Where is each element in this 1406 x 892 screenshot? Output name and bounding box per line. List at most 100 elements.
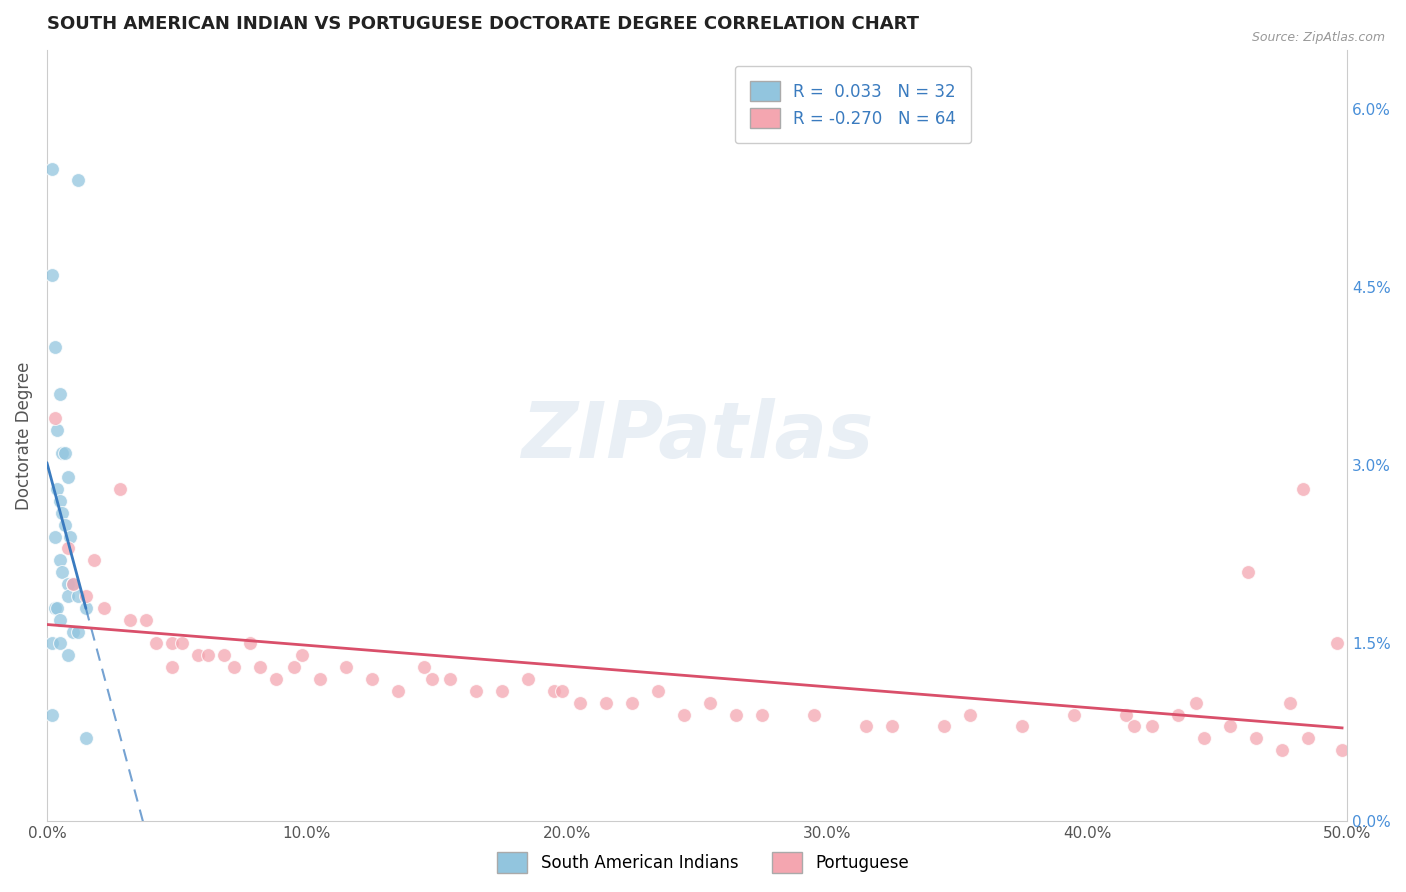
- Point: [62, 577, 84, 591]
- Point: [1140, 719, 1163, 733]
- Point: [75, 589, 97, 603]
- Point: [160, 636, 183, 650]
- Point: [46, 482, 69, 496]
- Point: [551, 684, 574, 698]
- Point: [160, 660, 183, 674]
- Point: [67, 173, 90, 187]
- Point: [224, 660, 246, 674]
- Point: [49, 613, 72, 627]
- Point: [361, 672, 384, 686]
- Point: [41, 268, 63, 283]
- Point: [44, 410, 66, 425]
- Point: [108, 482, 131, 496]
- Point: [120, 613, 142, 627]
- Point: [49, 387, 72, 401]
- Point: [41, 636, 63, 650]
- Point: [83, 553, 105, 567]
- Point: [41, 161, 63, 176]
- Point: [1219, 719, 1241, 733]
- Point: [517, 672, 540, 686]
- Point: [1244, 731, 1267, 746]
- Point: [309, 672, 332, 686]
- Point: [51, 565, 73, 579]
- Point: [75, 731, 97, 746]
- Point: [439, 672, 461, 686]
- Point: [855, 719, 877, 733]
- Point: [491, 684, 513, 698]
- Point: [249, 660, 271, 674]
- Point: [93, 600, 115, 615]
- Point: [53, 446, 76, 460]
- Point: [51, 506, 73, 520]
- Legend: South American Indians, Portuguese: South American Indians, Portuguese: [491, 846, 915, 880]
- Point: [1326, 636, 1348, 650]
- Point: [51, 446, 73, 460]
- Point: [1292, 482, 1315, 496]
- Point: [1296, 731, 1319, 746]
- Point: [673, 707, 696, 722]
- Point: [197, 648, 219, 663]
- Point: [172, 636, 194, 650]
- Point: [283, 660, 305, 674]
- Point: [291, 648, 314, 663]
- Text: SOUTH AMERICAN INDIAN VS PORTUGUESE DOCTORATE DEGREE CORRELATION CHART: SOUTH AMERICAN INDIAN VS PORTUGUESE DOCT…: [46, 15, 920, 33]
- Point: [1279, 696, 1302, 710]
- Point: [62, 577, 84, 591]
- Point: [465, 684, 488, 698]
- Y-axis label: Doctorate Degree: Doctorate Degree: [15, 361, 32, 510]
- Point: [49, 494, 72, 508]
- Point: [49, 553, 72, 567]
- Point: [56, 589, 79, 603]
- Point: [1237, 565, 1260, 579]
- Point: [56, 648, 79, 663]
- Point: [803, 707, 825, 722]
- Point: [621, 696, 644, 710]
- Point: [1192, 731, 1215, 746]
- Point: [145, 636, 167, 650]
- Point: [751, 707, 773, 722]
- Point: [67, 589, 90, 603]
- Point: [413, 660, 436, 674]
- Point: [56, 577, 79, 591]
- Point: [212, 648, 235, 663]
- Point: [44, 530, 66, 544]
- Text: Source: ZipAtlas.com: Source: ZipAtlas.com: [1251, 31, 1385, 45]
- Point: [1063, 707, 1085, 722]
- Point: [135, 613, 157, 627]
- Point: [335, 660, 357, 674]
- Point: [187, 648, 209, 663]
- Point: [1185, 696, 1208, 710]
- Point: [239, 636, 262, 650]
- Point: [647, 684, 669, 698]
- Point: [67, 624, 90, 639]
- Point: [569, 696, 592, 710]
- Point: [882, 719, 904, 733]
- Point: [46, 423, 69, 437]
- Point: [1123, 719, 1146, 733]
- Point: [46, 600, 69, 615]
- Point: [44, 340, 66, 354]
- Point: [1167, 707, 1189, 722]
- Point: [725, 707, 748, 722]
- Point: [420, 672, 443, 686]
- Point: [59, 530, 82, 544]
- Point: [699, 696, 721, 710]
- Point: [56, 541, 79, 556]
- Point: [934, 719, 956, 733]
- Point: [1331, 743, 1354, 757]
- Point: [959, 707, 981, 722]
- Point: [44, 600, 66, 615]
- Point: [387, 684, 409, 698]
- Point: [56, 470, 79, 484]
- Point: [1011, 719, 1033, 733]
- Point: [595, 696, 617, 710]
- Point: [62, 624, 84, 639]
- Point: [75, 600, 97, 615]
- Point: [41, 707, 63, 722]
- Point: [1271, 743, 1294, 757]
- Legend: R =  0.033   N = 32, R = -0.270   N = 64: R = 0.033 N = 32, R = -0.270 N = 64: [735, 66, 972, 144]
- Point: [53, 517, 76, 532]
- Point: [1115, 707, 1137, 722]
- Point: [543, 684, 565, 698]
- Text: ZIPatlas: ZIPatlas: [522, 398, 873, 474]
